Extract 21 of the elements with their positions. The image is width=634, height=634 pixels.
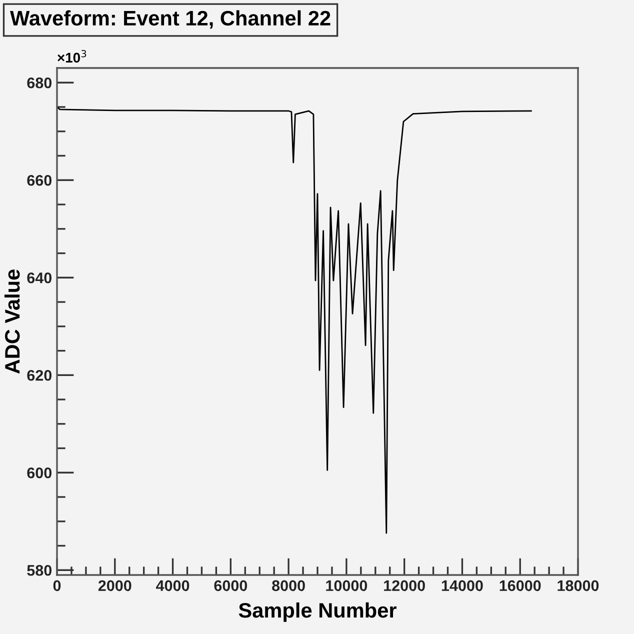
y-tick-label: 600 [27, 467, 52, 478]
x-tick-label: 6000 [214, 580, 248, 592]
line-series [57, 106, 532, 534]
chart-title: Waveform: Event 12, Channel 22 [10, 10, 330, 29]
x-tick-label: 14000 [442, 580, 483, 592]
y-tick-label: 620 [27, 370, 52, 381]
y-tick-label: 660 [27, 174, 52, 186]
x-tick-label: 0 [53, 580, 61, 592]
x-tick-label: 10000 [326, 580, 368, 592]
x-tick-label: 18000 [558, 580, 599, 592]
y-tick-label: 580 [27, 564, 52, 576]
y-tick-label: 640 [27, 272, 52, 284]
y-axis-title: ADC Value [4, 270, 20, 374]
x-tick-label: 16000 [500, 580, 541, 592]
x-tick-label: 4000 [156, 580, 190, 592]
x-axis-title: Sample Number [238, 602, 396, 622]
x-tick-label: 8000 [272, 580, 305, 592]
y-tick-label: 680 [27, 77, 52, 88]
x-tick-label: 12000 [384, 580, 425, 592]
text: ×10$^{3}$ [58, 50, 86, 63]
x-tick-label: 2000 [98, 580, 132, 592]
